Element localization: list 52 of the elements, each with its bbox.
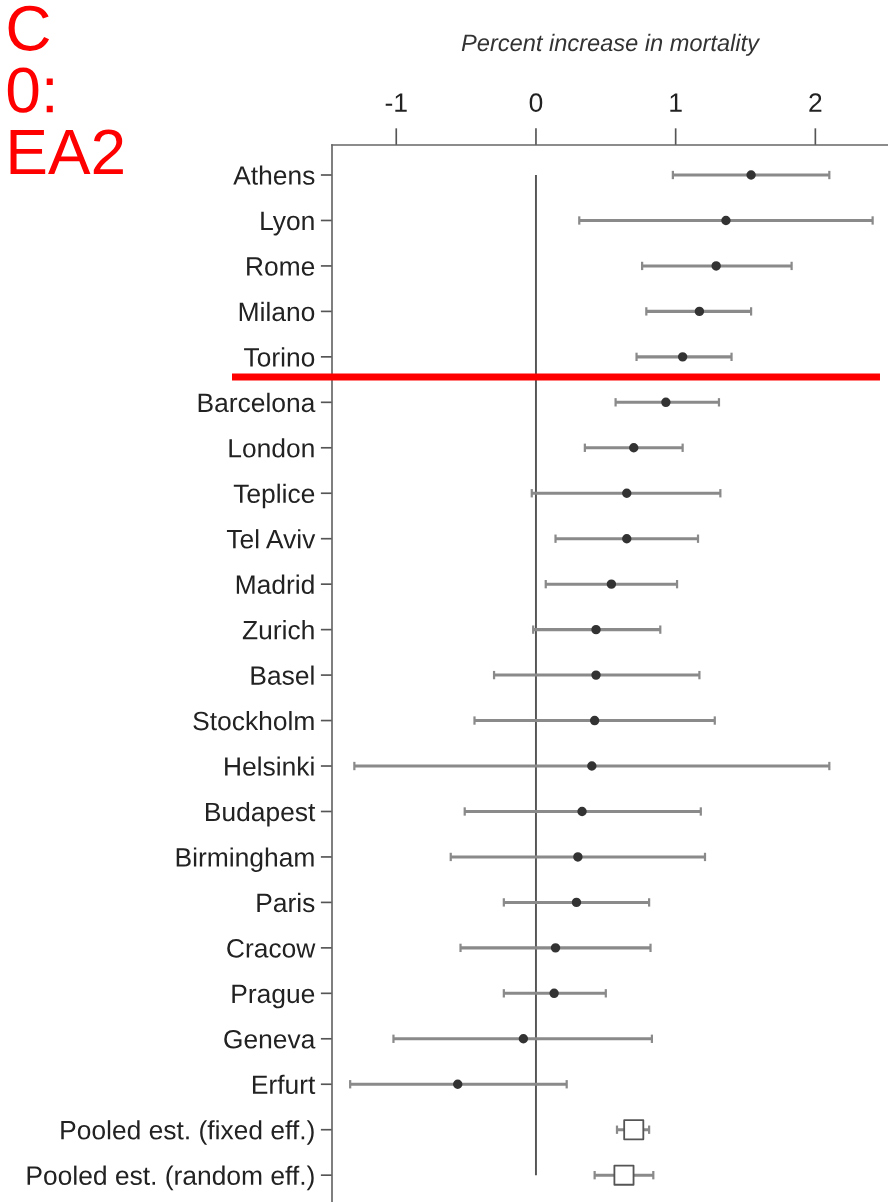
point bbox=[711, 261, 721, 271]
y-tick-label: London bbox=[229, 438, 314, 458]
point bbox=[549, 988, 559, 999]
y-tick-label: Budapest bbox=[206, 801, 316, 827]
point bbox=[453, 1079, 463, 1089]
y-tick-label: Helsinki bbox=[225, 756, 314, 776]
point bbox=[587, 761, 597, 771]
y-tick-label: Cracow bbox=[227, 939, 316, 958]
y-tick-label: Pooled est. (fixed eff.) bbox=[61, 1120, 314, 1145]
point bbox=[622, 488, 632, 498]
point bbox=[721, 215, 731, 226]
point bbox=[591, 670, 601, 680]
x-tick-label: 1 bbox=[670, 93, 682, 112]
point bbox=[694, 306, 705, 317]
y-tick-label: Geneva bbox=[224, 1029, 316, 1049]
y-tick-label: Rome bbox=[247, 257, 315, 276]
y-tick-label: Birmingham bbox=[176, 847, 314, 872]
y-tick-label: Paris bbox=[257, 892, 315, 913]
point bbox=[571, 897, 582, 908]
y-tick-label: Pooled est. (random eff.) bbox=[27, 1165, 314, 1191]
y-tick-label: Tel Aviv bbox=[226, 529, 316, 549]
y-tick-label: Zurich bbox=[242, 620, 314, 640]
y-tick-label: Milano bbox=[239, 301, 315, 322]
y-tick-label: Basel bbox=[251, 665, 314, 685]
point bbox=[577, 806, 587, 817]
y-tick-label: Lyon bbox=[261, 211, 314, 236]
y-tick-label: Athens bbox=[233, 165, 315, 185]
point bbox=[550, 943, 561, 953]
point bbox=[591, 624, 601, 635]
x-tick-label: 0 bbox=[529, 93, 543, 113]
point bbox=[589, 715, 600, 726]
point bbox=[661, 397, 671, 408]
point bbox=[622, 533, 632, 544]
point bbox=[518, 1034, 529, 1044]
y-tick-label: Torino bbox=[244, 347, 315, 367]
y-tick-label: Prague bbox=[232, 984, 315, 1009]
text: C 0: EA2 bbox=[7, 5, 123, 175]
point bbox=[623, 1119, 645, 1141]
x-tick-label: 2 bbox=[809, 93, 822, 112]
x-tick-label: -1 bbox=[385, 93, 407, 112]
y-tick-label: Barcelona bbox=[198, 392, 316, 413]
point bbox=[677, 352, 688, 362]
x-axis-title: Percent increase in mortality bbox=[461, 33, 761, 56]
point bbox=[573, 852, 583, 862]
y-tick-label: Madrid bbox=[236, 574, 314, 594]
y-tick-label: Teplice bbox=[233, 483, 315, 509]
y-tick-label: Erfurt bbox=[252, 1074, 316, 1095]
point bbox=[606, 579, 617, 589]
y-tick-label: Stockholm bbox=[193, 710, 314, 731]
point bbox=[613, 1164, 635, 1186]
point bbox=[629, 443, 639, 453]
point bbox=[746, 170, 756, 180]
